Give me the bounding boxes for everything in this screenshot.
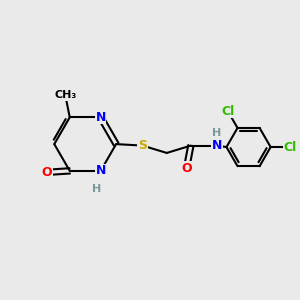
Text: N: N <box>95 164 106 177</box>
Text: CH₃: CH₃ <box>54 90 76 100</box>
Text: O: O <box>181 162 192 175</box>
Text: S: S <box>138 139 147 152</box>
Text: Cl: Cl <box>221 105 235 118</box>
Text: Cl: Cl <box>283 141 296 154</box>
Text: H: H <box>212 128 221 138</box>
Text: H: H <box>92 184 101 194</box>
Text: N: N <box>95 111 106 124</box>
Text: N: N <box>212 139 222 152</box>
Text: O: O <box>41 166 52 179</box>
